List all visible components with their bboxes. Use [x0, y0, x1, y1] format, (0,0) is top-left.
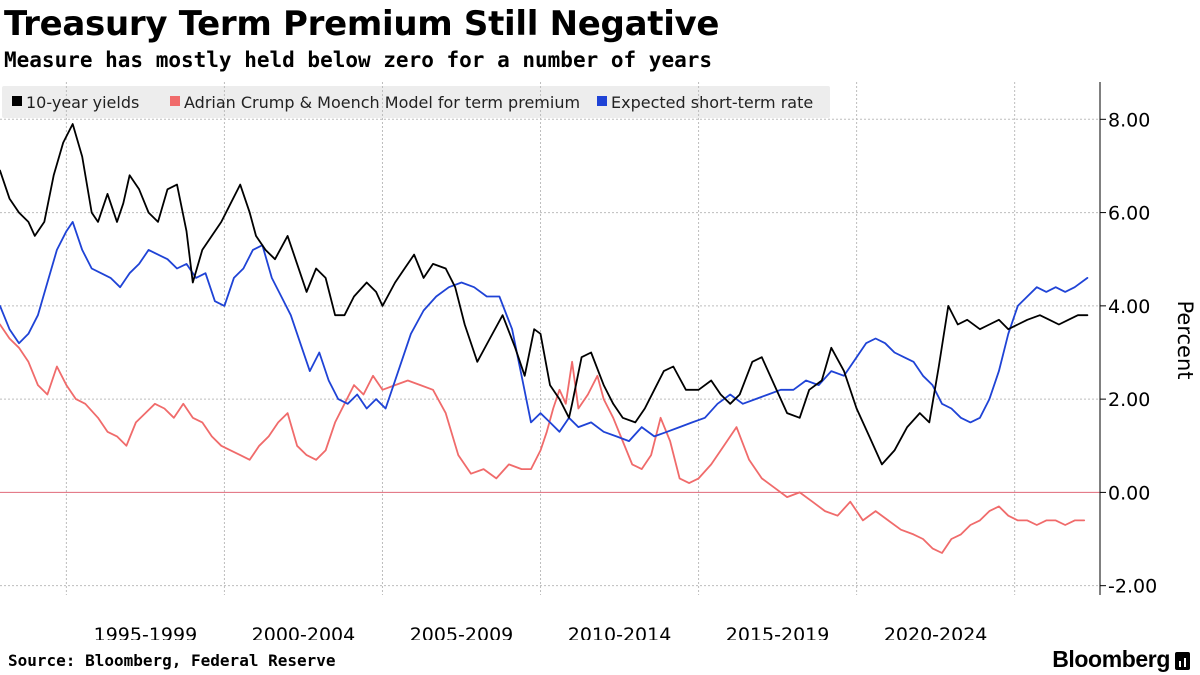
x-tick-label: 2010-2014 [568, 624, 672, 640]
brand-logo: Bloomberg [1052, 645, 1190, 673]
legend-label: Expected short-term rate [611, 93, 813, 112]
brand-name: Bloomberg [1052, 646, 1170, 672]
chart-title: Treasury Term Premium Still Negative [4, 4, 720, 44]
legend-swatch [12, 96, 22, 106]
axes: 8.00 6.00 4.00 2.00 0.00 -2.00 1995-1999 2000-2… [94, 82, 1197, 640]
y-tick-label: -2.00 [1108, 576, 1157, 598]
x-tick-label: 2020-2024 [884, 624, 988, 640]
x-tick-label: 2015-2019 [726, 624, 830, 640]
y-tick-label: 6.00 [1108, 203, 1150, 225]
legend-label: 10-year yields [26, 93, 139, 112]
chart-subtitle: Measure has mostly held below zero for a… [4, 48, 713, 72]
y-tick-label: 2.00 [1108, 389, 1150, 411]
series-line-expected-short-term-rate [0, 221, 1089, 442]
series-line-adrian-crump-moench-model-for-term-premium [0, 323, 1086, 554]
legend-label: Adrian Crump & Moench Model for term pre… [184, 93, 580, 112]
series-line-10-year-yields [0, 123, 1089, 466]
y-tick-label: 8.00 [1108, 109, 1150, 131]
legend-background [2, 86, 830, 118]
bloomberg-mark-icon [1175, 652, 1190, 670]
source-note: Source: Bloomberg, Federal Reserve [8, 651, 336, 670]
legend-swatch [597, 96, 607, 106]
gridlines [0, 82, 1100, 595]
x-tick-label: 2005-2009 [410, 624, 514, 640]
line-chart: 8.00 6.00 4.00 2.00 0.00 -2.00 1995-1999 2000-2… [0, 82, 1197, 640]
legend-swatch [170, 96, 180, 106]
y-tick-label: 0.00 [1108, 482, 1150, 504]
y-tick-label: 4.00 [1108, 296, 1150, 318]
legend: 10-year yields Adrian Crump & Moench Mode… [12, 93, 813, 112]
x-tick-label: 1995-1999 [94, 624, 198, 640]
x-tick-label: 2000-2004 [252, 624, 356, 640]
y-axis-label: Percent [1173, 300, 1197, 379]
series-lines [0, 123, 1089, 554]
